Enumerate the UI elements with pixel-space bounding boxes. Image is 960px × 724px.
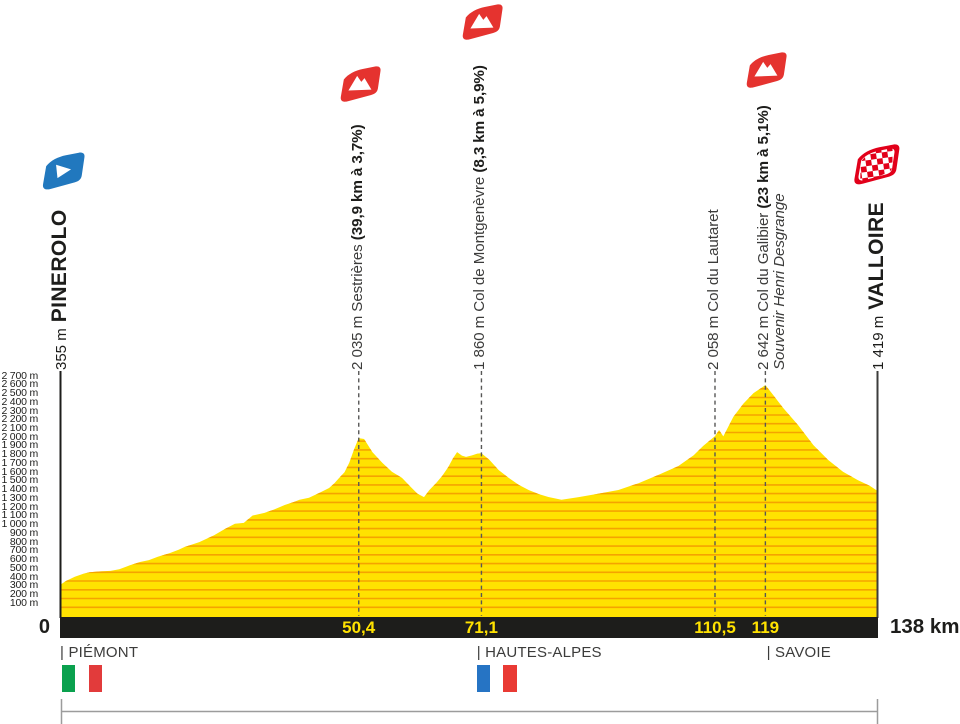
- elevation-label: 400 m: [9, 570, 38, 583]
- elevation-label: 1 200 m: [1, 500, 38, 513]
- elevation-label: 300 m: [9, 579, 38, 592]
- elevation-label: 600 m: [9, 553, 38, 566]
- finish-city: VALLOIRE: [865, 201, 888, 310]
- start-flag-icon: [42, 152, 85, 190]
- total-distance-label: 138 km: [890, 615, 960, 638]
- climb-label: 1 860 m Col de Montgenèvre (8,3 km à 5,9…: [471, 65, 489, 370]
- elevation-label: 2 300 m: [1, 404, 38, 417]
- elevation-label: 1 500 m: [1, 474, 38, 487]
- elevation-label: 500 m: [9, 561, 38, 574]
- elevation-label: 2 400 m: [1, 395, 38, 408]
- region-label: | SAVOIE: [766, 644, 831, 661]
- climb-name: 2 642 m Col du Galibier: [755, 208, 773, 370]
- start-label: 355 m PINEROLO: [47, 209, 73, 370]
- distance-marker: 71,1: [464, 618, 498, 637]
- region-label: | HAUTES-ALPES: [476, 644, 602, 661]
- elevation-label: 2 600 m: [1, 378, 38, 391]
- elevation-label: 1 800 m: [1, 448, 38, 461]
- elevation-label: 800 m: [9, 535, 38, 548]
- elevation-label: 2 700 m: [1, 369, 38, 382]
- finish-label: 1 419 m VALLOIRE: [864, 202, 890, 370]
- elevation-label: 1 700 m: [1, 456, 38, 469]
- elevation-label: 1 400 m: [1, 483, 38, 496]
- climb-stats: (8,3 km à 5,9%): [471, 65, 489, 173]
- italy-flag-icon: [62, 665, 103, 692]
- elevation-label: 2 200 m: [1, 413, 38, 426]
- elevation-label: 1 600 m: [1, 465, 38, 478]
- distance-zero-label: 0: [38, 616, 50, 638]
- distance-bar: [60, 617, 878, 638]
- elevation-label: 200 m: [9, 588, 38, 600]
- climb-stats: (39,9 km à 3,7%): [348, 124, 366, 241]
- climb-stats: (23 km à 5,1%): [755, 105, 773, 209]
- climb-name: 2 035 m Sestrières: [348, 240, 366, 370]
- distance-marker: 50,4: [342, 618, 376, 637]
- climb-souvenir: Souvenir Henri Desgrange: [771, 193, 789, 370]
- elevation-label: 1 900 m: [1, 439, 38, 452]
- elevation-label: 1 300 m: [1, 491, 38, 504]
- elevation-label: 100 m: [9, 596, 38, 609]
- distance-marker: 110,5: [694, 618, 736, 637]
- climb-label: 2 642 m Col du Galibier (23 km à 5,1%) So…: [755, 105, 789, 370]
- climb-name: 2 058 m Col du Lautaret: [705, 209, 722, 370]
- climb-label: 2 035 m Sestrières (39,9 km à 3,7%): [348, 124, 366, 370]
- kom-flag-icon: [336, 64, 382, 107]
- elevation-label: 1 000 m: [1, 518, 38, 531]
- start-elevation: 355 m: [53, 328, 70, 370]
- elevation-label: 1 100 m: [1, 509, 38, 522]
- elevation-label: 2 000 m: [1, 430, 38, 443]
- elevation-label: 2 100 m: [1, 422, 38, 434]
- elevation-label: 700 m: [9, 544, 38, 557]
- finish-elevation: 1 419 m: [870, 315, 887, 370]
- elevation-label: 2 500 m: [1, 387, 38, 399]
- kom-flag-icon: [742, 50, 788, 93]
- start-city: PINEROLO: [48, 209, 71, 323]
- climb-label: 2 058 m Col du Lautaret: [705, 209, 722, 370]
- climb-name: 1 860 m Col de Montgenèvre: [471, 172, 489, 370]
- france-flag-icon: [476, 665, 517, 692]
- elevation-label: 900 m: [9, 526, 38, 539]
- kom-flag-icon: [458, 2, 504, 45]
- distance-marker: 119: [751, 618, 780, 637]
- region-label: | PIÉMONT: [60, 644, 139, 661]
- finish-flag-icon: [854, 144, 900, 185]
